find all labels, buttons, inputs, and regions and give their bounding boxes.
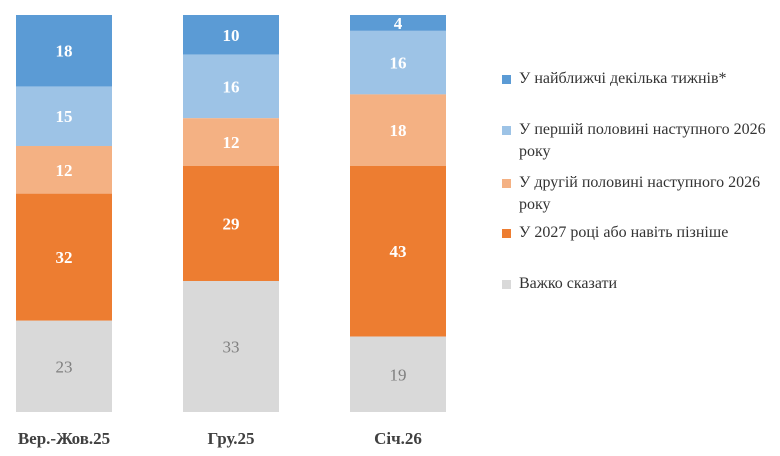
legend-item: Важко сказати [502, 273, 774, 295]
bar-segment [16, 15, 112, 87]
data-label: 19 [390, 365, 407, 384]
legend-label: У 2027 році або навіть пізніше [519, 224, 729, 241]
bar-segment [16, 146, 112, 194]
data-label: 10 [223, 26, 240, 45]
legend-label: У першій половині наступного 2026 року [519, 121, 766, 160]
legend-swatch [502, 280, 511, 289]
data-label: 33 [223, 337, 240, 356]
bar-segment [350, 165, 446, 337]
bar-segment [16, 86, 112, 147]
legend-swatch [502, 126, 511, 135]
bar-segment [183, 280, 279, 412]
bar-segment [183, 165, 279, 281]
bar-segment [16, 320, 112, 412]
data-label: 23 [56, 357, 73, 376]
data-label: 4 [394, 14, 403, 33]
bar-segment [350, 15, 446, 31]
data-label: 16 [390, 54, 407, 73]
bar-segment [183, 15, 279, 55]
category-label: Січ.26 [374, 429, 422, 448]
legend-item: У другій половині наступного 2026 року [502, 172, 774, 216]
bar-segment [183, 54, 279, 119]
legend-item: У першій половині наступного 2026 року [502, 119, 774, 163]
legend-item: У найближчі декілька тижнів* [502, 68, 774, 90]
legend-label: Важко сказати [519, 275, 618, 292]
bar-segment [183, 118, 279, 166]
data-label: 29 [223, 214, 240, 233]
data-label: 12 [56, 161, 73, 180]
bar-segment [350, 30, 446, 95]
legend-swatch [502, 179, 511, 188]
data-label: 18 [56, 42, 73, 61]
data-label: 18 [390, 121, 407, 140]
legend-label: У другій половині наступного 2026 року [519, 174, 761, 213]
data-label: 15 [56, 107, 73, 126]
data-label: 43 [390, 242, 407, 261]
legend-swatch [502, 75, 511, 84]
data-label: 16 [223, 77, 240, 96]
legend-label: У найближчі декілька тижнів* [519, 70, 727, 87]
category-label: Вер.-Жов.25 [18, 429, 110, 448]
legend-swatch [502, 229, 511, 238]
category-label: Гру.25 [207, 429, 254, 448]
data-label: 12 [223, 133, 240, 152]
bar-segment [350, 94, 446, 166]
bar-segment [16, 193, 112, 321]
data-label: 32 [56, 248, 73, 267]
legend-item: У 2027 році або навіть пізніше [502, 222, 774, 244]
bar-segment [350, 336, 446, 412]
